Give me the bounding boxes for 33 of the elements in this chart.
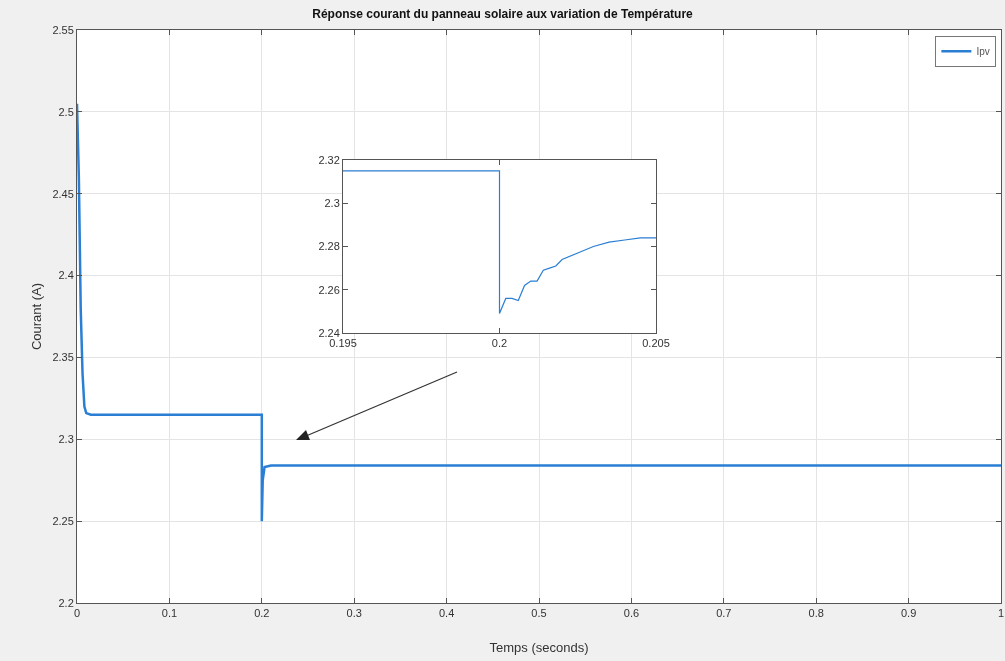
y-tick-label: 2.35 xyxy=(52,351,74,364)
x-tick-label: 0 xyxy=(73,607,81,620)
x-tick-label: 0.5 xyxy=(531,607,547,620)
y-tick-label: 2.32 xyxy=(318,153,340,166)
x-tick-label: 0.2 xyxy=(491,337,508,350)
x-tick-label: 1 xyxy=(997,607,1005,620)
x-tick-label: 0.8 xyxy=(808,607,824,620)
y-tick-label: 2.3 xyxy=(324,197,340,210)
y-tick-label: 2.5 xyxy=(58,105,74,118)
y-tick-label: 2.24 xyxy=(318,326,340,339)
x-tick-label: 0.3 xyxy=(346,607,362,620)
y-tick-label: 2.25 xyxy=(52,514,74,527)
legend-label: Ipv xyxy=(976,46,990,58)
x-tick-label: 0.2 xyxy=(254,607,270,620)
x-tick-label: 0.1 xyxy=(161,607,178,620)
y-tick-label: 2.28 xyxy=(318,240,340,253)
y-tick-label: 2.2 xyxy=(58,596,74,609)
line-series xyxy=(343,170,656,315)
y-axis-title: Courant (A) xyxy=(29,282,44,351)
x-axis-title: Temps (seconds) xyxy=(489,640,589,655)
x-tick-label: 0.195 xyxy=(329,337,357,350)
x-tick-label: 0.9 xyxy=(900,607,917,620)
x-tick-label: 0.6 xyxy=(623,607,640,620)
x-tick-label: 0.4 xyxy=(438,607,455,620)
x-tick-label: 0.7 xyxy=(716,607,732,620)
chart-title: Réponse courant du panneau solaire aux variation de Température xyxy=(312,7,694,22)
y-tick-label: 2.26 xyxy=(318,283,340,296)
y-tick-label: 2.3 xyxy=(58,433,74,446)
y-tick-label: 2.4 xyxy=(58,269,74,282)
line-series xyxy=(77,102,1001,523)
y-tick-label: 2.55 xyxy=(52,23,74,36)
y-tick-label: 2.45 xyxy=(52,187,74,200)
x-tick-label: 0.205 xyxy=(642,337,670,350)
